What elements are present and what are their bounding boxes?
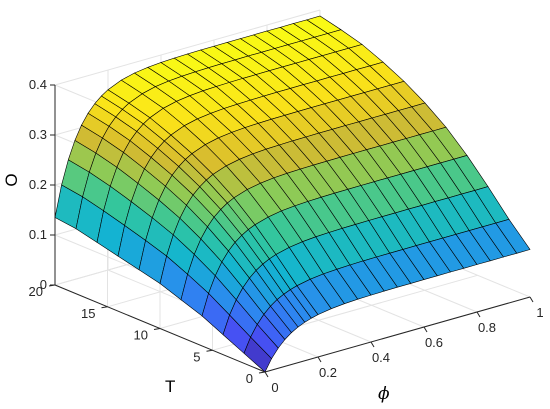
x-tick-label: 0: [271, 380, 278, 395]
grid-line-back-z: [54, 9, 321, 86]
z-axis-label: O: [2, 173, 21, 186]
z-tick-label: 0.3: [29, 127, 47, 142]
z-tick-label: 0.4: [29, 77, 47, 92]
x-tick-mark: [476, 311, 481, 318]
y-tick-mark: [206, 349, 213, 352]
x-axis-line: [264, 296, 531, 373]
y-tick-label: 10: [134, 328, 148, 343]
y-tick-label: 15: [81, 306, 95, 321]
y-tick-label: 20: [29, 284, 43, 299]
surface-cell: [495, 218, 531, 254]
y-tick-label: 0: [246, 371, 253, 386]
z-tick-label: 0.2: [29, 177, 47, 192]
x-axis-label: ϕ: [378, 384, 390, 404]
y-tick-mark: [258, 371, 266, 374]
x-tick-mark: [370, 341, 375, 348]
x-tick-label: 0.6: [425, 335, 443, 350]
y-axis-label: T: [165, 377, 175, 396]
x-tick-mark: [529, 296, 534, 303]
z-tick-label: 0.1: [29, 227, 47, 242]
x-tick-label: 0.8: [478, 320, 496, 335]
x-tick-label: 1: [536, 305, 543, 320]
x-tick-mark: [264, 371, 269, 378]
z-tick-label: 0: [40, 277, 47, 292]
surface-mesh: [54, 15, 531, 373]
x-tick-label: 0.4: [372, 350, 390, 365]
x-tick-mark: [317, 356, 322, 363]
y-tick-mark: [101, 306, 108, 309]
x-tick-mark: [423, 326, 428, 333]
x-tick-label: 0.2: [319, 365, 337, 380]
y-tick-label: 5: [193, 349, 200, 364]
y-tick-mark: [153, 328, 161, 330]
